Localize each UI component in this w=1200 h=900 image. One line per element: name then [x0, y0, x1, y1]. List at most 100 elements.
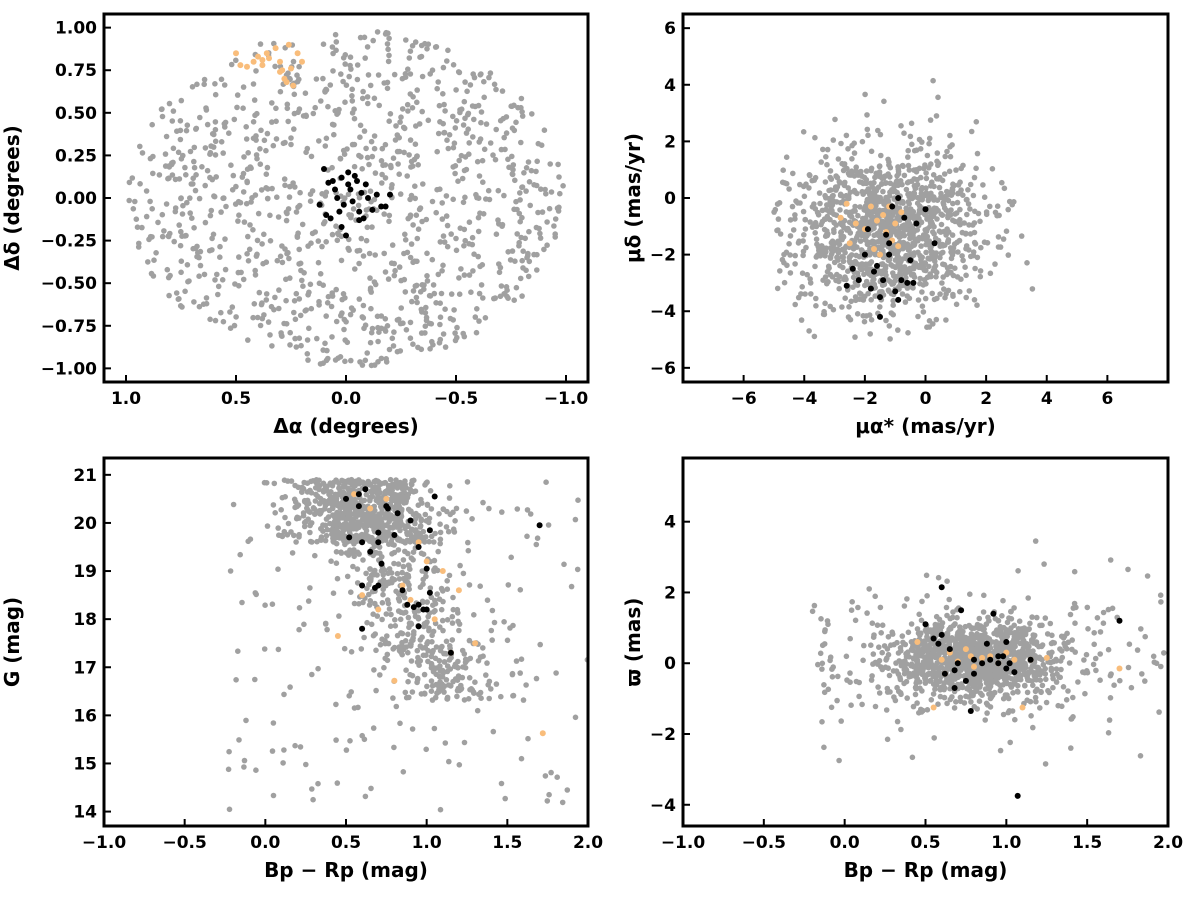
field-point [801, 193, 808, 200]
field-point [520, 697, 527, 703]
field-point [901, 264, 908, 270]
field-point [862, 91, 868, 98]
field-point [163, 201, 170, 207]
field-point [436, 674, 443, 680]
field-point [409, 689, 416, 695]
field-point [440, 64, 447, 71]
field-point [391, 71, 398, 78]
group-point [423, 558, 430, 565]
field-point [284, 105, 291, 112]
field-point [342, 99, 348, 105]
field-point [394, 570, 401, 577]
field-point [905, 154, 911, 160]
field-point [203, 295, 210, 301]
field-point [447, 483, 453, 489]
field-point [968, 699, 974, 705]
field-point [368, 621, 375, 628]
field-point [947, 626, 954, 632]
field-point [829, 674, 836, 680]
field-point [442, 650, 448, 657]
field-point [392, 267, 398, 274]
field-point [263, 297, 270, 303]
field-point [440, 627, 446, 634]
field-point [910, 232, 916, 238]
field-point [462, 115, 468, 122]
field-point [469, 234, 476, 241]
field-point [523, 682, 529, 688]
field-point [399, 643, 405, 649]
field-point [880, 188, 886, 195]
field-point [913, 147, 920, 153]
field-point [381, 211, 388, 217]
field-point [935, 176, 942, 182]
field-point [377, 641, 384, 648]
field-point [348, 589, 354, 595]
field-point [572, 714, 579, 721]
field-point [792, 252, 798, 259]
field-point [222, 124, 228, 130]
field-point [414, 235, 421, 242]
field-point [465, 110, 472, 117]
field-point [241, 219, 248, 225]
field-point [936, 184, 943, 191]
field-point [395, 547, 402, 553]
field-point [368, 785, 374, 792]
field-point [395, 492, 402, 499]
field-point [912, 185, 918, 191]
field-point [355, 477, 362, 483]
field-point [389, 242, 396, 248]
field-point [871, 276, 877, 283]
field-point [1042, 761, 1049, 767]
field-point [967, 206, 973, 212]
field-point [217, 254, 223, 260]
field-point [390, 155, 397, 161]
field-point [406, 152, 412, 158]
field-point [911, 190, 917, 196]
field-point [502, 795, 509, 802]
field-point [443, 213, 450, 219]
field-point [253, 767, 259, 773]
field-point [230, 172, 237, 179]
field-point [1043, 699, 1050, 706]
field-point [293, 209, 300, 215]
field-point [800, 248, 807, 255]
field-point [959, 253, 965, 259]
field-point [199, 164, 205, 170]
field-point [1000, 236, 1007, 242]
field-point [961, 220, 967, 226]
field-point [829, 666, 835, 672]
group-point [877, 251, 883, 258]
field-point [395, 161, 401, 167]
field-point [821, 689, 828, 696]
field-point [304, 497, 311, 504]
field-point [967, 181, 974, 188]
field-point [786, 241, 792, 247]
field-point [498, 146, 505, 153]
field-point [1053, 666, 1060, 672]
field-point [430, 602, 436, 608]
field-point [777, 268, 783, 274]
field-point [317, 361, 324, 367]
field-point [813, 236, 820, 242]
field-point [177, 242, 184, 249]
field-point [1024, 260, 1030, 266]
field-point [404, 173, 411, 179]
field-point [212, 277, 218, 283]
field-point [914, 700, 920, 706]
field-point [852, 203, 858, 210]
field-point [322, 143, 329, 149]
field-point [789, 203, 796, 210]
field-point [807, 172, 813, 179]
field-point [1030, 632, 1036, 638]
field-point [395, 500, 402, 507]
field-point [855, 212, 861, 219]
field-point [787, 270, 794, 276]
member-stars [843, 195, 938, 320]
field-point [1005, 252, 1012, 258]
field-point [385, 570, 391, 577]
field-point [368, 329, 375, 336]
field-point [351, 115, 358, 122]
field-point [848, 168, 855, 174]
field-point [822, 300, 828, 307]
field-point [519, 257, 525, 264]
